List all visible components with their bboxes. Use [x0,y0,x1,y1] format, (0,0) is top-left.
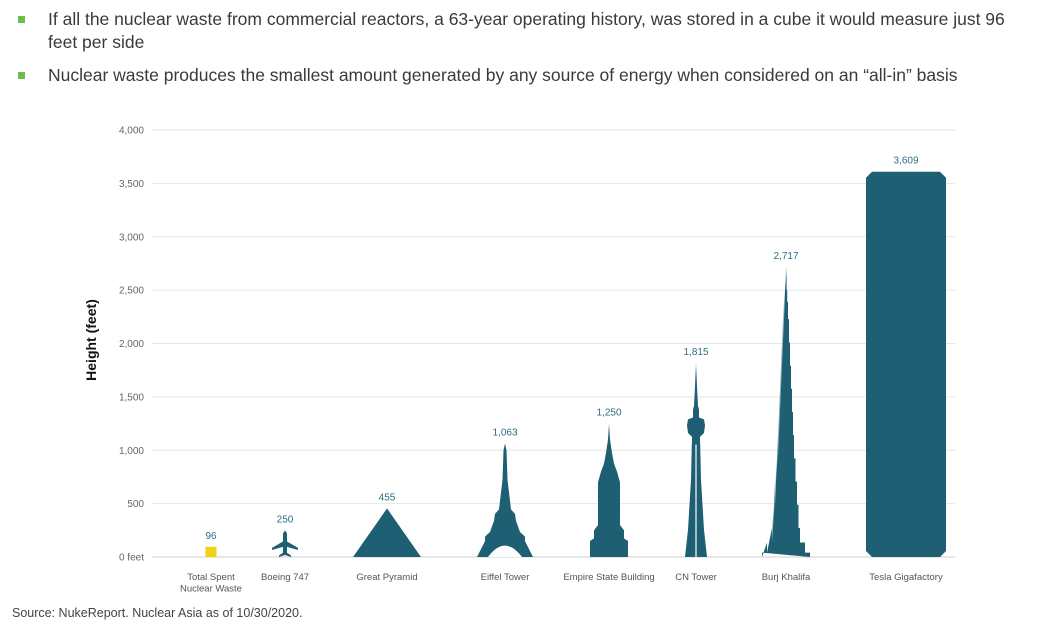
bar-pyramid: 455 [353,492,421,557]
chart-marks: 96 250 455 1,063 1,250 1,815 2,717 3,609 [205,156,946,557]
value-label: 3,609 [893,156,918,167]
bar-empire: 1,250 [590,408,628,557]
boeing-747-shape [272,530,298,557]
y-axis-ticks: 0 feet 500 1,000 1,500 2,000 2,500 3,000 3,500 4… [119,126,144,564]
y-tick-label: 0 feet [119,553,144,564]
value-label: 455 [379,492,396,503]
bullet-text: Nuclear waste produces the smallest amou… [48,65,958,85]
bar-cn: 1,815 [683,347,709,557]
bullet-square-icon [18,16,25,23]
bar-eiffel: 1,063 [477,428,533,557]
value-label: 1,250 [596,408,621,419]
category-label: Empire State Building [563,572,654,583]
y-tick-label: 3,000 [119,232,144,243]
category-label: Eiffel Tower [481,572,530,583]
bar-airplane: 250 [272,514,298,557]
y-tick-label: 4,000 [119,126,144,137]
burj-khalifa-shape [762,266,810,557]
value-label: 2,717 [773,251,798,262]
empire-state-building-shape [590,423,628,557]
grid-lines [152,129,955,558]
bar-gigafactory: 3,609 [866,156,946,557]
value-label: 250 [277,514,294,525]
category-label: Burj Khalifa [762,572,811,583]
bullet-item: If all the nuclear waste from commercial… [14,8,1034,54]
nuclear-waste-cube [205,546,217,557]
great-pyramid-shape [353,508,421,557]
category-label: Tesla Gigafactory [869,572,943,583]
category-label: CN Tower [675,572,717,583]
value-label: 1,063 [492,428,517,439]
y-tick-label: 2,000 [119,339,144,350]
category-label: Total Spent [187,572,235,583]
y-tick-label: 1,500 [119,392,144,403]
eiffel-tower-shape [477,443,533,557]
bar-cube: 96 [205,531,217,557]
y-tick-label: 3,500 [119,179,144,190]
bar-burj: 2,717 [762,251,810,557]
value-label: 96 [205,531,217,542]
category-label: Boeing 747 [261,572,309,583]
bullet-square-icon [18,72,25,79]
category-label: Nuclear Waste [180,584,242,595]
bullet-text: If all the nuclear waste from commercial… [48,9,1005,52]
value-label: 1,815 [683,347,708,358]
eiffel-arch [488,545,522,557]
bullet-list: If all the nuclear waste from commercial… [14,8,1034,97]
y-tick-label: 500 [127,499,144,510]
category-label: Great Pyramid [356,572,417,583]
source-note: Source: NukeReport. Nuclear Asia as of 1… [12,606,303,620]
tesla-gigafactory-shape [866,171,946,557]
y-tick-label: 1,000 [119,446,144,457]
bullet-item: Nuclear waste produces the smallest amou… [14,64,1034,87]
y-axis-label: Height (feet) [83,299,99,381]
y-tick-label: 2,500 [119,286,144,297]
